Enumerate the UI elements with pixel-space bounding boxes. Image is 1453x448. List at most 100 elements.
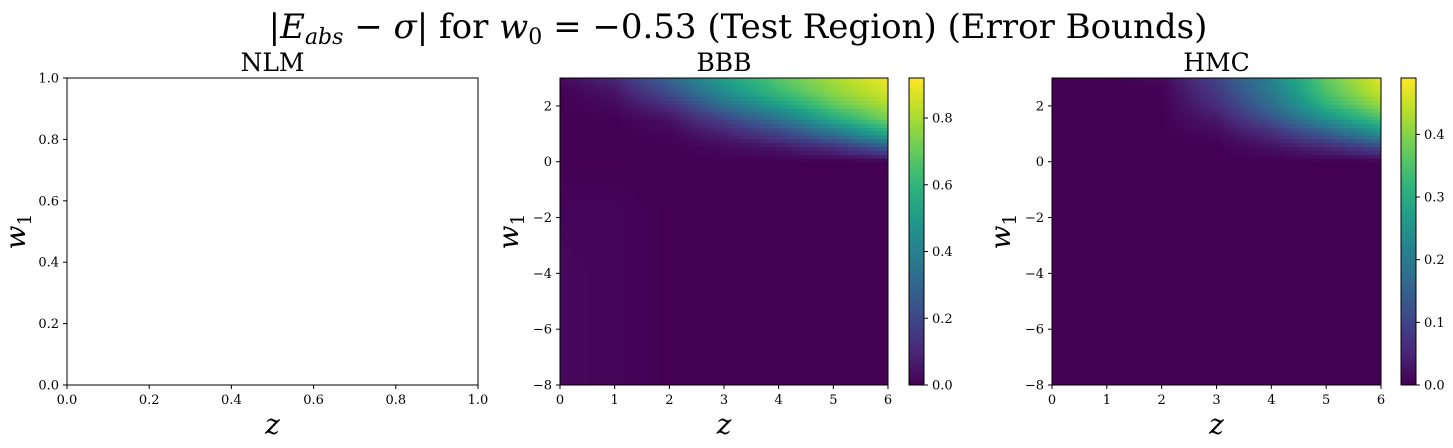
heatmap-cell	[574, 212, 579, 217]
heatmap-cell	[804, 231, 809, 236]
heatmap-cell	[720, 120, 725, 125]
heatmap-cell	[877, 85, 882, 91]
heatmap-cell	[778, 262, 783, 267]
heatmap-cell	[785, 223, 791, 229]
heatmap-cell	[621, 273, 627, 279]
heatmap-cell	[716, 219, 721, 225]
heatmap-cell	[851, 189, 856, 194]
heatmap-cell	[734, 120, 740, 125]
heatmap-cell	[585, 223, 590, 229]
heatmap-cell	[665, 116, 670, 121]
heatmap-cell	[807, 120, 813, 125]
heatmap-cell	[702, 158, 707, 164]
heatmap-cell	[815, 116, 820, 121]
heatmap-cell	[742, 196, 747, 202]
heatmap-cell	[578, 93, 583, 98]
heatmap-cell	[603, 173, 608, 179]
heatmap-cell	[847, 216, 853, 221]
heatmap-cell	[829, 196, 834, 202]
heatmap-cell	[702, 116, 707, 121]
heatmap-cell	[873, 223, 878, 229]
heatmap-cell	[618, 223, 623, 229]
heatmap-cell	[880, 239, 885, 244]
heatmap-cell	[563, 143, 568, 148]
heatmap-cell	[603, 266, 608, 271]
heatmap-cell	[829, 139, 834, 144]
heatmap-cell	[629, 208, 634, 213]
heatmap-cell	[636, 185, 641, 190]
heatmap-cell	[764, 254, 769, 259]
heatmap-cell	[698, 196, 703, 202]
heatmap-cell	[793, 81, 798, 87]
heatmap-cell	[585, 266, 590, 271]
heatmap-cell	[855, 281, 860, 286]
heatmap-cell	[611, 104, 616, 110]
heatmap-cell	[687, 239, 692, 244]
heatmap-cell	[742, 185, 747, 190]
heatmap-cell	[589, 81, 594, 87]
heatmap-cell	[833, 93, 838, 98]
heatmap-cell	[680, 78, 685, 83]
heatmap-cell	[611, 120, 616, 125]
heatmap-cell	[775, 89, 780, 94]
heatmap-cell	[636, 143, 641, 148]
heatmap-cell	[585, 170, 590, 175]
heatmap-cell	[840, 101, 845, 106]
heatmap-cell	[840, 97, 845, 102]
heatmap-cell	[745, 262, 751, 267]
heatmap-cell	[745, 108, 751, 114]
heatmap-cell	[756, 189, 762, 194]
heatmap-cell	[807, 273, 813, 279]
heatmap-cell	[826, 101, 831, 106]
heatmap-cell	[767, 97, 772, 102]
heatmap-cell	[734, 273, 740, 279]
heatmap-cell	[585, 204, 590, 210]
heatmap-cell	[836, 285, 842, 290]
heatmap-cell	[836, 227, 842, 233]
heatmap-cell	[669, 223, 674, 229]
heatmap-cell	[651, 185, 656, 190]
heatmap-cell	[709, 81, 714, 87]
heatmap-cell	[734, 108, 740, 114]
heatmap-cell	[826, 185, 831, 190]
heatmap-cell	[873, 120, 878, 125]
heatmap-cell	[607, 104, 612, 110]
heatmap-cell	[727, 139, 732, 144]
heatmap-cell	[851, 200, 856, 206]
heatmap-cell	[869, 158, 875, 164]
heatmap-cell	[563, 216, 568, 221]
heatmap-cell	[873, 78, 878, 83]
heatmap-cell	[621, 219, 627, 225]
heatmap-cell	[563, 108, 568, 114]
heatmap-cell	[603, 254, 608, 259]
heatmap-cell	[724, 116, 729, 121]
heatmap-cell	[782, 254, 787, 259]
heatmap-cell	[884, 212, 889, 217]
heatmap-cell	[647, 173, 652, 179]
heatmap-cell	[855, 150, 860, 156]
heatmap-cell	[600, 223, 605, 229]
heatmap-cell	[873, 104, 878, 110]
heatmap-cell	[858, 285, 864, 290]
heatmap-cell	[669, 239, 674, 244]
heatmap-cell	[709, 269, 714, 275]
heatmap-cell	[840, 196, 845, 202]
heatmap-cell	[647, 89, 652, 94]
heatmap-cell	[793, 250, 798, 256]
heatmap-cell	[716, 185, 721, 190]
heatmap-cell	[760, 104, 765, 110]
heatmap-cell	[836, 93, 842, 98]
heatmap-cell	[614, 246, 619, 252]
heatmap-cell	[796, 93, 802, 98]
heatmap-cell	[603, 143, 608, 148]
heatmap-cell	[789, 277, 794, 282]
heatmap-cell	[578, 89, 583, 94]
heatmap-cell	[698, 124, 703, 129]
heatmap-cell	[727, 219, 732, 225]
heatmap-cell	[764, 135, 769, 140]
heatmap-cell	[654, 177, 659, 183]
heatmap-cell	[720, 85, 725, 91]
heatmap-cell	[764, 127, 769, 133]
heatmap-cell	[738, 166, 743, 171]
heatmap-cell	[705, 254, 711, 259]
